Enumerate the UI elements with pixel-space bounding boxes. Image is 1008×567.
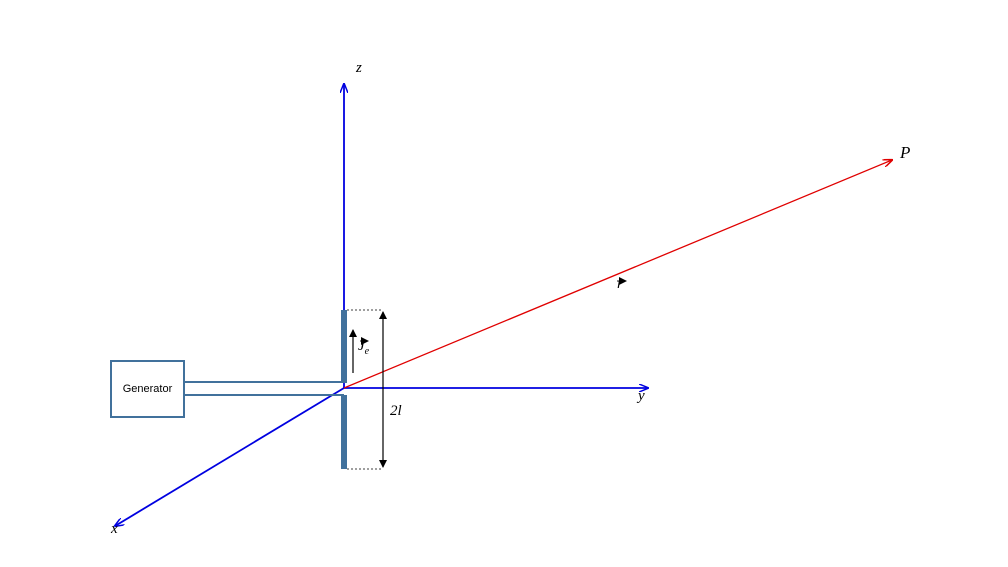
point-p-label: P (900, 143, 911, 162)
y-axis-label: y (638, 388, 645, 404)
current-subscript: e (364, 346, 370, 357)
generator-label: Generator (122, 383, 173, 395)
z-axis-label: z (356, 60, 362, 76)
x-axis-label: x (111, 521, 118, 537)
dipole-lower-arm (341, 395, 347, 469)
length-label: 2l (390, 403, 402, 419)
current-main: J (358, 338, 365, 354)
radius-vector (343, 160, 892, 389)
generator-box: Generator (110, 360, 185, 418)
dipole-upper-arm (341, 310, 347, 383)
x-axis (115, 387, 345, 526)
r-vector-label: r (617, 276, 623, 292)
current-density-label: Je (358, 338, 369, 357)
